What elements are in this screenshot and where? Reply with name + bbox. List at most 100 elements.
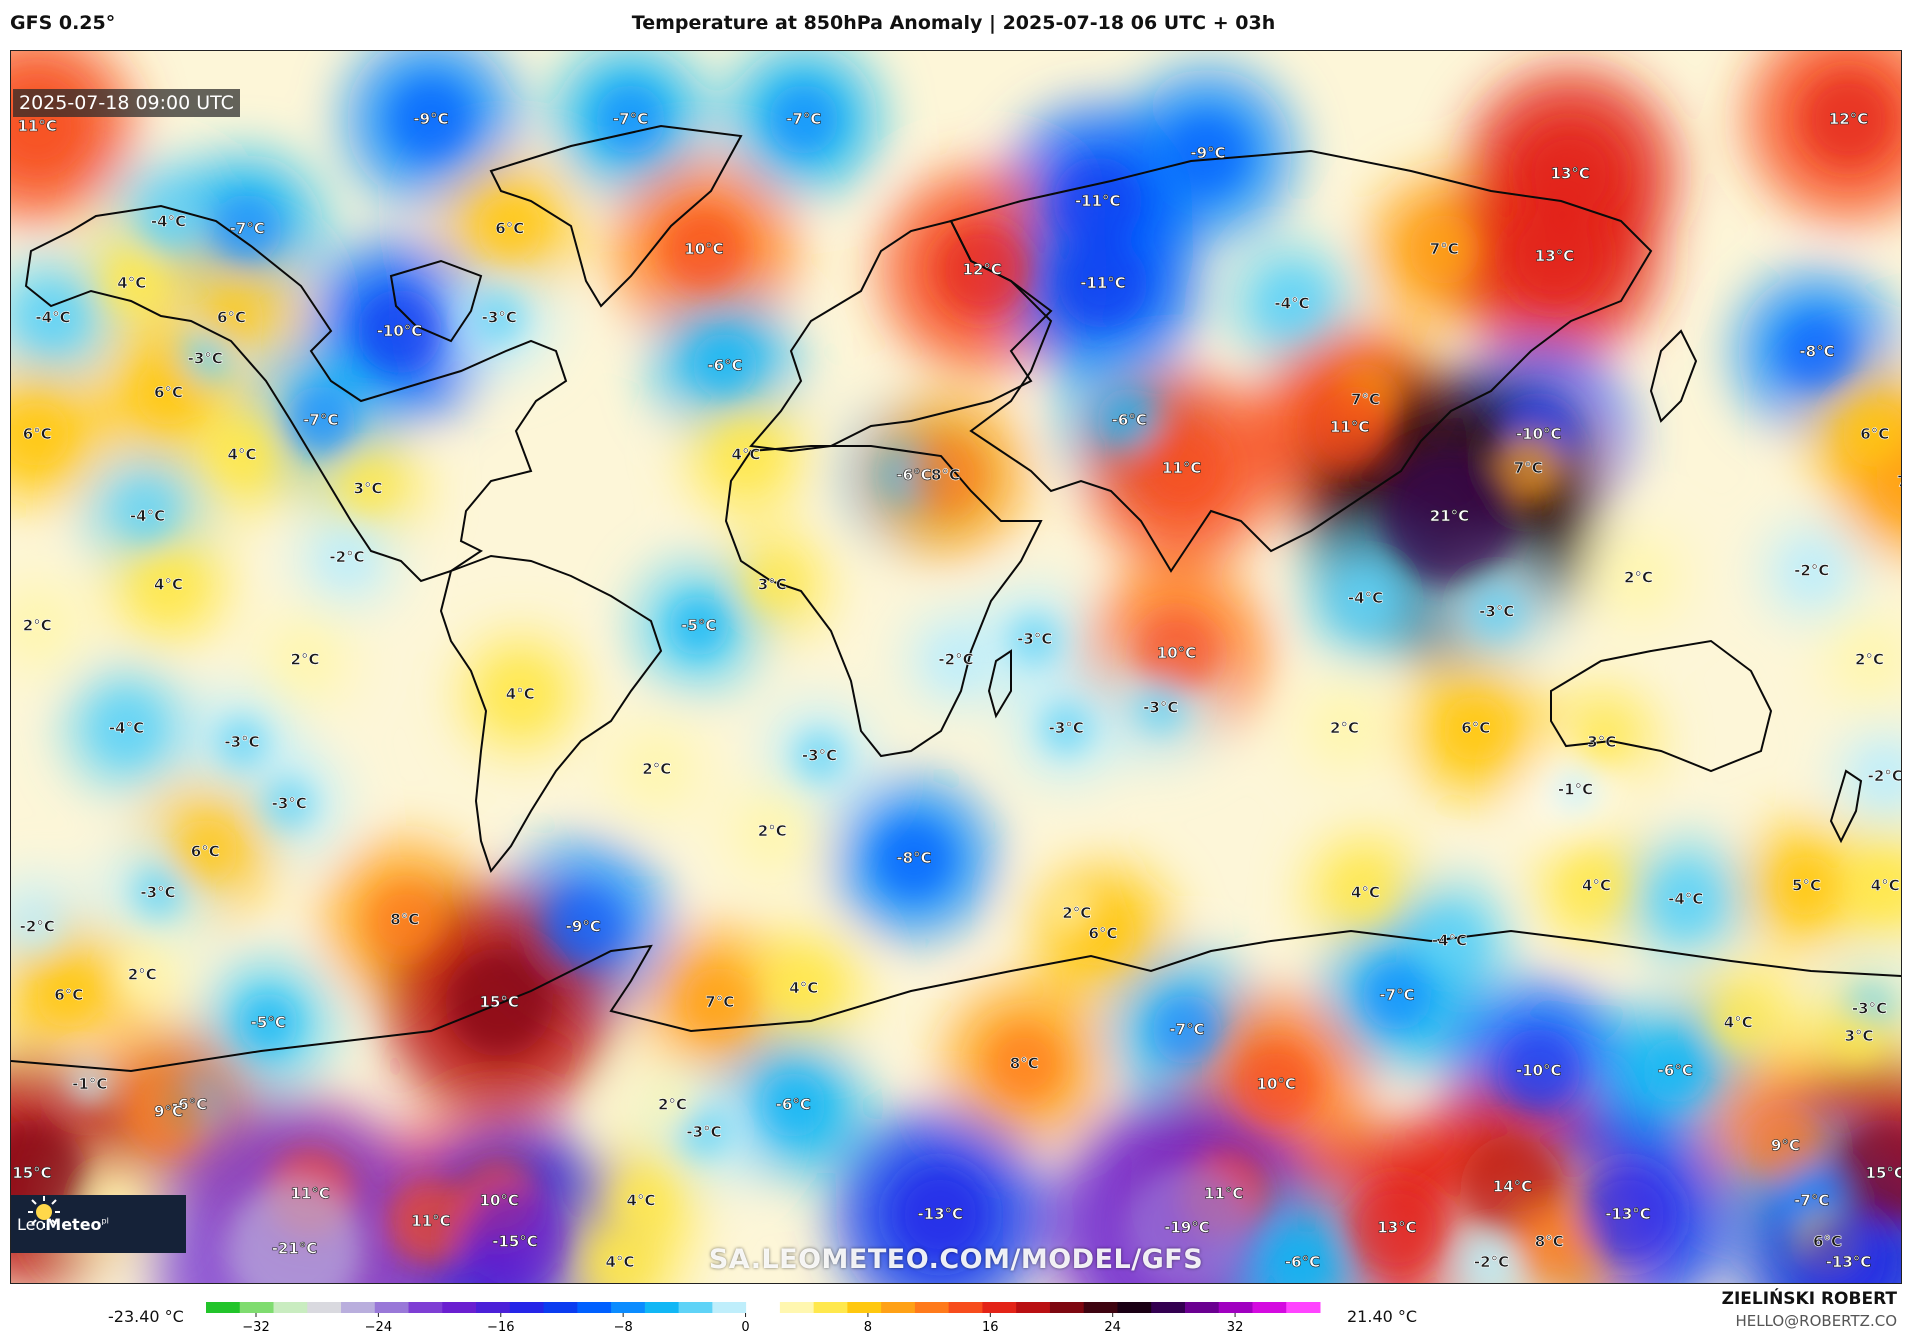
temperature-label: 2°C bbox=[758, 822, 787, 840]
temperature-label: 2°C bbox=[1855, 651, 1884, 669]
temperature-label: 7°C bbox=[1514, 459, 1543, 477]
temperature-label: 6°C bbox=[1089, 924, 1118, 942]
sun-icon bbox=[28, 1196, 60, 1228]
colorbar-cell bbox=[611, 1302, 646, 1313]
coastline-japan bbox=[1649, 329, 1698, 423]
anomaly-core bbox=[1381, 448, 1518, 585]
temperature-label: -8°C bbox=[896, 849, 931, 867]
colorbar-cell bbox=[779, 1302, 815, 1313]
anomaly-core bbox=[226, 1180, 363, 1283]
colorbar-tick-label: 16 bbox=[982, 1320, 999, 1335]
anomaly-core bbox=[324, 534, 370, 581]
colorbar-cell bbox=[948, 1302, 983, 1313]
temperature-label: -15°C bbox=[492, 1232, 538, 1250]
anomaly-map[interactable]: 11°C -9°C -7°C -7°C -9°C -11°C 13°C 12°C -4°C -7°… bbox=[10, 50, 1902, 1284]
anomaly-core bbox=[1270, 1230, 1335, 1283]
colorbar-min-label: -23.40 °C bbox=[108, 1307, 184, 1326]
temperature-label: -1°C bbox=[72, 1075, 107, 1093]
temperature-label: 4°C bbox=[732, 445, 761, 463]
colorbar-cell bbox=[746, 1302, 781, 1313]
anomaly-core bbox=[692, 333, 758, 399]
anomaly-core bbox=[749, 808, 796, 855]
anomaly-core bbox=[461, 1187, 569, 1283]
temperature-label: 21°C bbox=[1430, 507, 1469, 525]
temperature-label: 11°C bbox=[18, 117, 57, 135]
temperature-label: 15°C bbox=[1866, 1164, 1901, 1182]
temperature-label: -13°C bbox=[1605, 1205, 1651, 1223]
temperature-label: -6°C bbox=[707, 356, 742, 374]
watermark-url[interactable]: SA.LEOMETEO.COM/MODEL/GFS bbox=[708, 1244, 1204, 1275]
valid-time-label: 2025-07-18 09:00 UTC bbox=[13, 89, 240, 117]
anomaly-core bbox=[613, 1173, 669, 1229]
anomaly-core bbox=[1846, 637, 1893, 683]
anomaly-core bbox=[1337, 865, 1394, 921]
anomaly-core bbox=[1615, 555, 1662, 601]
author-email[interactable]: HELLO@ROBERTZ.CO bbox=[1735, 1312, 1897, 1330]
temperature-label: -3°C bbox=[272, 794, 307, 812]
temperature-label: -10°C bbox=[377, 322, 423, 340]
colorbar-cell bbox=[374, 1302, 410, 1313]
temperature-label: 10°C bbox=[480, 1191, 519, 1209]
anomaly-core bbox=[891, 1165, 990, 1264]
temperature-label: -9°C bbox=[566, 918, 601, 936]
anomaly-core bbox=[119, 488, 176, 545]
temperature-label: 13°C bbox=[1535, 247, 1574, 265]
anomaly-core bbox=[25, 290, 81, 346]
colorbar-cell bbox=[239, 1302, 275, 1313]
temperature-label: -10°C bbox=[1516, 1061, 1562, 1079]
anomaly-core bbox=[908, 438, 983, 513]
temperature-label: 11°C bbox=[1204, 1185, 1243, 1203]
temperature-label: 12°C bbox=[1829, 110, 1868, 128]
temperature-label: -3°C bbox=[188, 350, 223, 368]
colorbar: −32 −24 −16 −8 0 8 16 24 32 bbox=[206, 1302, 1321, 1335]
anomaly-core bbox=[391, 79, 471, 160]
temperature-label: 2°C bbox=[1624, 569, 1653, 587]
anomaly-core bbox=[140, 194, 197, 250]
anomaly-core bbox=[1409, 214, 1480, 285]
temperature-label: -3°C bbox=[1049, 719, 1084, 737]
colorbar-cell bbox=[543, 1302, 578, 1313]
anomaly-core bbox=[285, 385, 356, 456]
colorbar-cell bbox=[982, 1302, 1017, 1313]
temperature-label: 15°C bbox=[12, 1164, 51, 1182]
temperature-label: -2°C bbox=[938, 651, 973, 669]
coastlines bbox=[11, 124, 1901, 1073]
temperature-label: 4°C bbox=[1724, 1013, 1753, 1031]
anomaly-core bbox=[1471, 587, 1522, 638]
colorbar-cells bbox=[206, 1302, 1321, 1313]
coastline-madagascar bbox=[987, 649, 1012, 719]
leometeo-logo[interactable]: LeoMeteopl bbox=[11, 1195, 186, 1253]
anomaly-core bbox=[1801, 72, 1896, 167]
anomaly-core bbox=[1321, 705, 1368, 752]
anomaly-core bbox=[172, 819, 238, 885]
anomaly-core bbox=[238, 992, 299, 1053]
anomaly-core bbox=[668, 595, 729, 656]
temperature-label: -4°C bbox=[1348, 589, 1383, 607]
temperature-label: -11°C bbox=[1075, 192, 1121, 210]
temperature-label: 2°C bbox=[23, 616, 52, 634]
temperature-label: 10°C bbox=[1157, 644, 1196, 662]
colorbar-cell bbox=[476, 1302, 511, 1313]
coastline-south-america bbox=[439, 554, 663, 874]
anomaly-core bbox=[212, 194, 283, 264]
temperature-label: 6°C bbox=[54, 986, 83, 1004]
temperature-label: 4°C bbox=[117, 274, 146, 292]
temperature-label: 2°C bbox=[1062, 904, 1091, 922]
temperature-label: -4°C bbox=[109, 719, 144, 737]
anomaly-core bbox=[357, 289, 442, 374]
temperature-label: -3°C bbox=[1852, 1000, 1887, 1018]
colorbar-cell bbox=[678, 1302, 713, 1313]
anomaly-core bbox=[1745, 1106, 1826, 1186]
temperature-label: -4°C bbox=[130, 507, 165, 525]
anomaly-core bbox=[14, 904, 61, 950]
temperature-label: -5°C bbox=[681, 616, 716, 634]
temperature-label: -4°C bbox=[35, 308, 70, 326]
temperature-label: 2°C bbox=[1330, 719, 1359, 737]
temperature-label: 8°C bbox=[390, 911, 419, 929]
colorbar-tick-label: −24 bbox=[365, 1320, 392, 1335]
anomaly-core bbox=[216, 717, 268, 768]
anomaly-core bbox=[1337, 570, 1394, 627]
colorbar-cell bbox=[1286, 1302, 1321, 1313]
temperature-label: 5°C bbox=[1792, 877, 1821, 895]
anomaly-core bbox=[633, 746, 680, 793]
